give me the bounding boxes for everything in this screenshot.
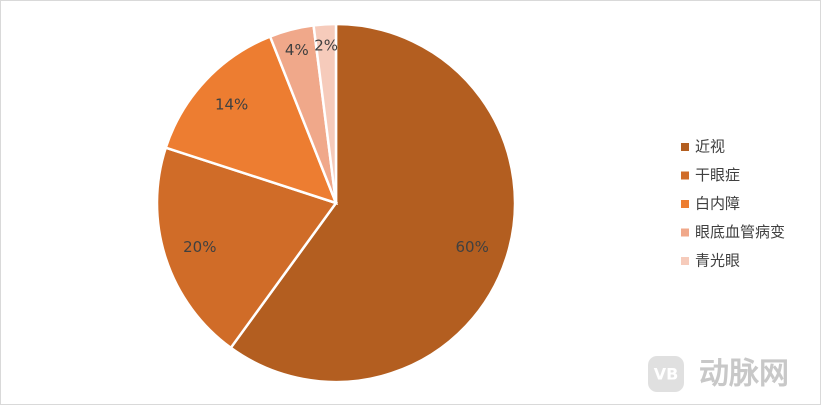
data-label: 2% — [314, 36, 338, 54]
svg-text:VB: VB — [654, 365, 679, 384]
legend-swatch — [681, 257, 689, 265]
pie-slice — [312, 22, 338, 204]
watermark-logo: VB — [648, 356, 684, 392]
legend-swatch — [681, 228, 689, 237]
data-label: 60% — [456, 238, 489, 256]
data-label: 20% — [183, 238, 216, 256]
legend-label: 青光眼 — [695, 252, 740, 270]
pie-slice — [164, 34, 339, 206]
data-label: 14% — [215, 95, 248, 113]
legend-label: 近视 — [695, 138, 725, 156]
legend-swatch — [681, 171, 689, 180]
legend-swatch — [681, 143, 689, 151]
pie-slice — [229, 22, 517, 384]
legend-swatch — [681, 200, 689, 208]
legend-label: 眼底血管病变 — [695, 223, 785, 241]
watermark: 动脉网 — [699, 357, 789, 392]
legend-label: 干眼症 — [695, 166, 740, 184]
pie-slice — [155, 146, 339, 350]
legend-label: 白内障 — [695, 195, 740, 213]
data-label: 4% — [285, 41, 309, 59]
